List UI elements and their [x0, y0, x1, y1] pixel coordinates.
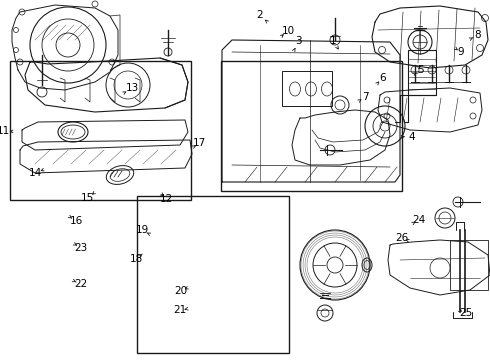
- Text: 10: 10: [282, 26, 294, 36]
- Text: 9: 9: [457, 47, 464, 57]
- Bar: [450, 240, 488, 290]
- Text: 17: 17: [193, 138, 207, 148]
- Text: 22: 22: [74, 279, 88, 289]
- Text: 18: 18: [129, 254, 143, 264]
- Text: 3: 3: [295, 36, 302, 46]
- Text: 13: 13: [125, 83, 139, 93]
- Bar: [220, 61, 402, 191]
- Text: 5: 5: [417, 65, 424, 75]
- Text: 20: 20: [175, 286, 188, 296]
- Bar: [282, 71, 332, 106]
- Text: 21: 21: [173, 305, 187, 315]
- Bar: [137, 196, 289, 353]
- Text: 6: 6: [379, 73, 386, 84]
- Text: 4: 4: [408, 132, 415, 142]
- Text: 7: 7: [362, 92, 368, 102]
- Text: 2: 2: [256, 10, 263, 20]
- Text: 16: 16: [69, 216, 83, 226]
- Bar: [408, 50, 436, 95]
- Text: 12: 12: [160, 194, 173, 204]
- Text: 25: 25: [459, 308, 472, 318]
- Text: 26: 26: [395, 233, 409, 243]
- Text: 19: 19: [135, 225, 149, 235]
- Bar: [10, 61, 191, 200]
- Text: 24: 24: [412, 215, 426, 225]
- Text: 1: 1: [330, 36, 337, 46]
- Text: 15: 15: [80, 193, 94, 203]
- Text: 11: 11: [0, 126, 11, 136]
- Text: 8: 8: [474, 30, 481, 40]
- Text: 14: 14: [28, 168, 42, 178]
- Text: 23: 23: [74, 243, 88, 253]
